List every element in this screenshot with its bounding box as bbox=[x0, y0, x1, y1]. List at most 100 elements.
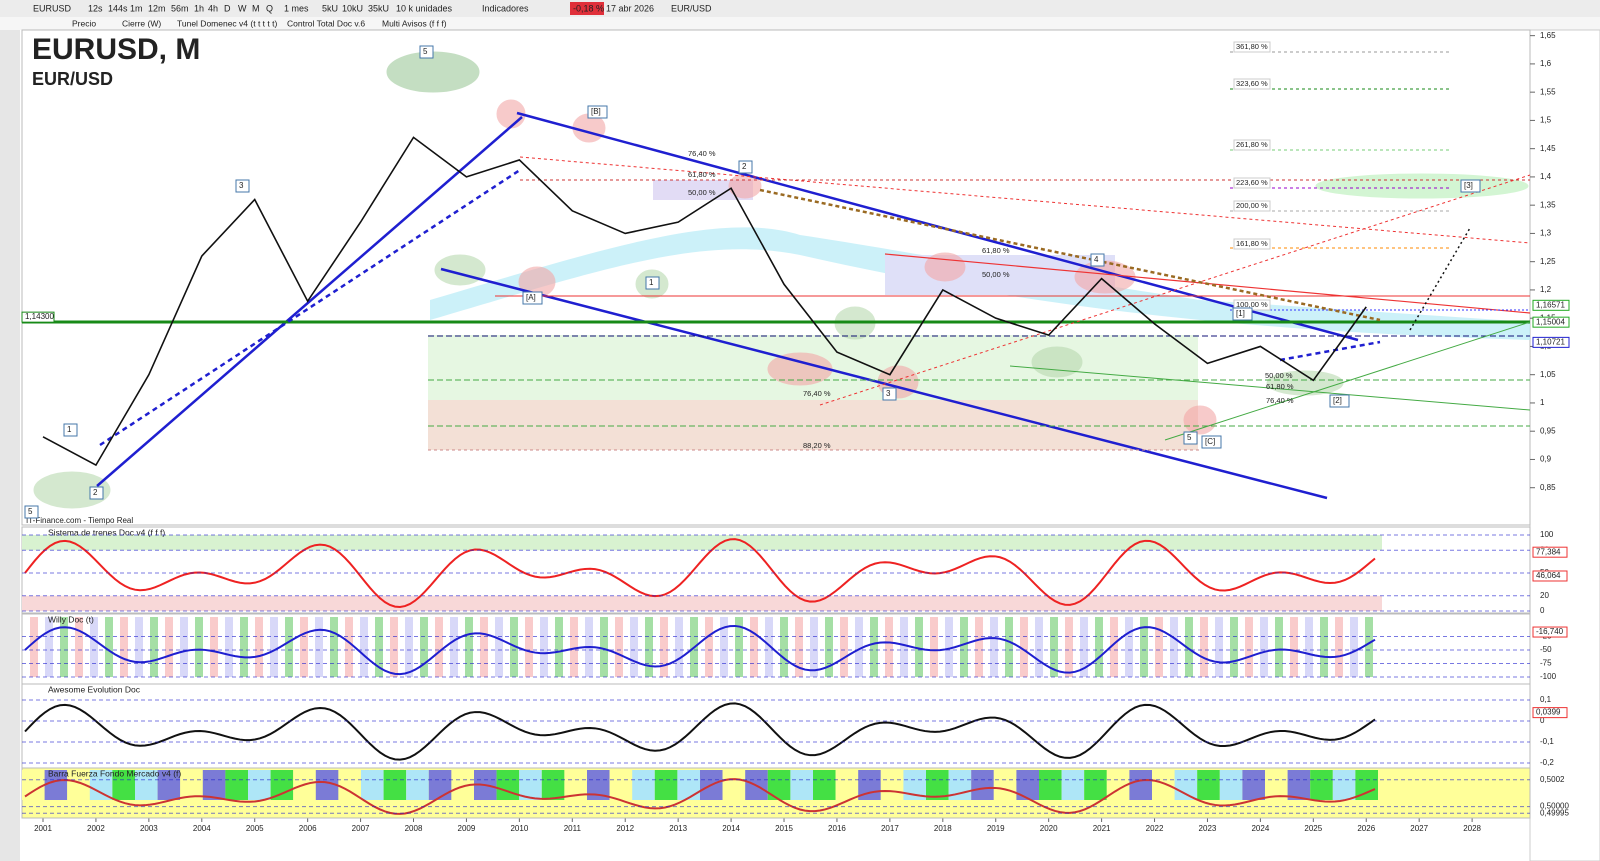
wave-label: [1] bbox=[1236, 309, 1245, 318]
toolbar-button[interactable]: 1m bbox=[130, 3, 143, 13]
bar-bg bbox=[570, 617, 578, 677]
toolbar-button[interactable]: EURUSD bbox=[33, 3, 72, 13]
bar-bg bbox=[1170, 617, 1178, 677]
toolbar-button[interactable]: Q bbox=[266, 3, 273, 13]
strength-bg bbox=[790, 770, 813, 800]
wave-box bbox=[63, 423, 78, 437]
strength-bg bbox=[587, 770, 610, 800]
x-tick-label: 2023 bbox=[1199, 824, 1217, 833]
toolbar-button[interactable]: 5kU bbox=[322, 3, 338, 13]
wave-box bbox=[882, 387, 897, 401]
wave-box bbox=[24, 505, 39, 519]
strength-bg bbox=[926, 770, 949, 800]
strength-bg bbox=[496, 770, 520, 800]
x-tick-label: 2012 bbox=[616, 824, 634, 833]
bar-bg bbox=[1290, 617, 1298, 677]
fib-label: 61,80 % bbox=[982, 246, 1010, 255]
trend-line bbox=[1009, 365, 1531, 411]
toolbar-button[interactable]: 1 mes bbox=[284, 3, 309, 13]
bar-bg bbox=[465, 617, 473, 677]
y-tick-label: 0,95 bbox=[1540, 426, 1556, 435]
toolbar-button[interactable]: 12m bbox=[148, 3, 166, 13]
strength-bg bbox=[1016, 770, 1039, 800]
fib-label: 88,20 % bbox=[803, 441, 831, 450]
bar-bg bbox=[885, 617, 893, 677]
toolbar-button[interactable]: 17 abr 2026 bbox=[606, 3, 654, 13]
toolbar-button[interactable]: M bbox=[252, 3, 260, 13]
bar-bg bbox=[450, 617, 458, 677]
wave-box bbox=[89, 486, 104, 500]
fib-label: 50,00 % bbox=[1265, 371, 1293, 380]
wave-label: [2] bbox=[1333, 396, 1342, 405]
x-tick-label: 2010 bbox=[510, 824, 528, 833]
strength-bg bbox=[971, 770, 994, 800]
bar-bg bbox=[1110, 617, 1118, 677]
strength-bg bbox=[564, 770, 587, 800]
wave-label: [B] bbox=[591, 107, 601, 116]
toolbar-button[interactable]: 4h bbox=[208, 3, 218, 13]
bar-bg bbox=[180, 617, 188, 677]
x-tick-label: 2005 bbox=[246, 824, 264, 833]
chart-title: EURUSD, M bbox=[32, 33, 200, 66]
bar-bg bbox=[1125, 617, 1133, 677]
bar-bg bbox=[675, 617, 683, 677]
panel-title: Barra Fuerza Fondo Mercado v4 (f) bbox=[48, 768, 181, 778]
toolbar-button[interactable]: 12s bbox=[88, 3, 103, 13]
fib-label: 361,80 % bbox=[1236, 42, 1268, 51]
toolbar-button[interactable]: 56m bbox=[171, 3, 189, 13]
toolbar-button[interactable]: 1h bbox=[194, 3, 204, 13]
wave-label: 5 bbox=[28, 507, 33, 516]
trend-line bbox=[1164, 321, 1531, 441]
bar-bg bbox=[1080, 617, 1088, 677]
x-tick-label: 2027 bbox=[1410, 824, 1428, 833]
bar-bg bbox=[1140, 617, 1148, 677]
fib-label: 76,40 % bbox=[1266, 396, 1294, 405]
panel-tick-label: 0,1 bbox=[1540, 695, 1552, 704]
bar-bg bbox=[975, 617, 983, 677]
trend-line bbox=[440, 267, 1328, 500]
panel bbox=[21, 613, 1531, 685]
trend-line bbox=[519, 156, 1531, 244]
toolbar-button[interactable]: 35kU bbox=[368, 3, 389, 13]
trend-line bbox=[759, 188, 1381, 322]
bar-bg bbox=[135, 617, 143, 677]
bar-bg bbox=[195, 617, 203, 677]
bar-bg bbox=[255, 617, 263, 677]
toolbar-button[interactable]: D bbox=[224, 3, 231, 13]
bar-bg bbox=[1200, 617, 1208, 677]
bar-bg bbox=[1260, 617, 1268, 677]
strength-bg bbox=[1242, 770, 1265, 800]
bar-bg bbox=[285, 617, 293, 677]
bar-bg bbox=[225, 617, 233, 677]
price-tag bbox=[1532, 336, 1570, 348]
toolbar-button[interactable]: 144s bbox=[108, 3, 128, 13]
toolbar-button[interactable]: W bbox=[238, 3, 247, 13]
trend-line bbox=[819, 174, 1531, 406]
bar-bg bbox=[1050, 617, 1058, 677]
wave-label: 1 bbox=[67, 425, 72, 434]
bar-bg bbox=[870, 617, 878, 677]
price-tag bbox=[1532, 299, 1570, 311]
pattern-ellipse bbox=[1183, 405, 1217, 435]
wave-box bbox=[1201, 435, 1222, 449]
bar-bg bbox=[720, 617, 728, 677]
bar-bg bbox=[930, 617, 938, 677]
toolbar-button[interactable]: 10kU bbox=[342, 3, 363, 13]
panel-tick-label: -0,1 bbox=[1540, 737, 1554, 746]
toolbar-button[interactable]: EUR/USD bbox=[671, 3, 712, 13]
price-tag-label: 1,15004 bbox=[1536, 317, 1565, 326]
y-tick-label: 1,45 bbox=[1540, 144, 1556, 153]
strength-bg bbox=[202, 770, 226, 800]
toolbar-button[interactable]: 10 k unidades bbox=[396, 3, 453, 13]
x-tick-label: 2007 bbox=[352, 824, 370, 833]
toolbar-button[interactable]: -0,18 % bbox=[573, 3, 604, 13]
bar-bg bbox=[495, 617, 503, 677]
fib-label: 261,80 % bbox=[1236, 140, 1268, 149]
toolbar-button[interactable]: Indicadores bbox=[482, 3, 529, 13]
wave-box bbox=[645, 276, 660, 290]
x-tick-label: 2021 bbox=[1093, 824, 1111, 833]
strength-bg bbox=[451, 770, 474, 800]
y-tick-label: 1,3 bbox=[1540, 229, 1552, 238]
price-tag-label: 1,16571 bbox=[1536, 300, 1565, 309]
